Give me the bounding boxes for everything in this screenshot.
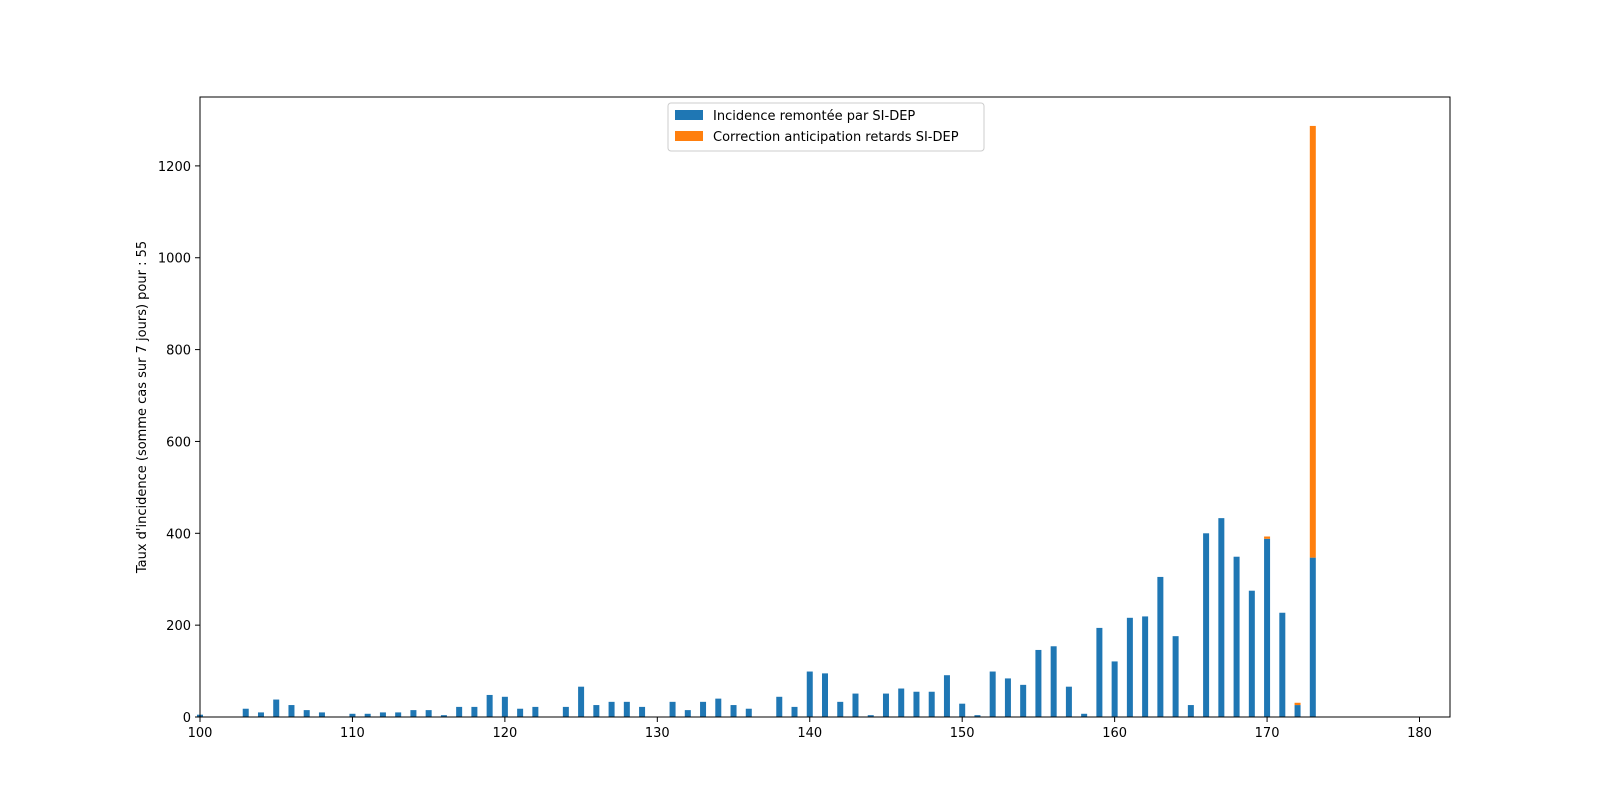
bar-reported-172 xyxy=(1294,705,1301,717)
x-tick-label-140: 140 xyxy=(797,726,822,741)
bars-layer xyxy=(197,125,1316,717)
y-tick-label-1000: 1000 xyxy=(158,252,191,267)
bar-reported-160 xyxy=(1111,661,1118,717)
bar-reported-161 xyxy=(1126,617,1133,717)
bar-reported-142 xyxy=(837,701,844,717)
bar-reported-127 xyxy=(608,701,615,717)
x-tick-label-150: 150 xyxy=(950,726,975,741)
x-tick-label-180: 180 xyxy=(1407,726,1432,741)
bar-reported-105 xyxy=(273,699,280,717)
bar-reported-165 xyxy=(1187,705,1194,717)
bar-reported-121 xyxy=(517,708,524,717)
bar-correction-172 xyxy=(1294,702,1301,706)
bar-reported-173 xyxy=(1309,557,1316,717)
bar-reported-135 xyxy=(730,705,737,717)
bar-reported-148 xyxy=(928,691,935,717)
x-tick-label-160: 160 xyxy=(1102,726,1127,741)
bar-reported-118 xyxy=(471,706,478,717)
y-axis-label: Taux d'incidence (somme cas sur 7 jours)… xyxy=(135,241,150,574)
bar-reported-108 xyxy=(318,712,325,717)
bar-reported-164 xyxy=(1172,636,1179,717)
bar-reported-106 xyxy=(288,705,295,717)
bar-reported-166 xyxy=(1203,533,1210,717)
bar-reported-146 xyxy=(898,688,905,717)
bar-reported-145 xyxy=(882,693,889,717)
bar-reported-162 xyxy=(1142,616,1149,717)
bar-reported-167 xyxy=(1218,518,1225,717)
bar-reported-168 xyxy=(1233,556,1240,717)
legend: Incidence remontée par SI-DEP Correction… xyxy=(667,102,985,152)
bar-reported-119 xyxy=(486,694,493,717)
bar-reported-139 xyxy=(791,706,798,717)
x-tick-label-130: 130 xyxy=(645,726,670,741)
x-tick-label-110: 110 xyxy=(340,726,365,741)
bar-reported-169 xyxy=(1248,590,1255,717)
bar-reported-104 xyxy=(257,712,264,717)
bar-reported-125 xyxy=(578,686,585,717)
bar-reported-147 xyxy=(913,691,920,717)
bar-correction-170 xyxy=(1264,536,1271,539)
bar-reported-154 xyxy=(1020,684,1027,717)
bar-reported-134 xyxy=(715,698,722,717)
bar-reported-171 xyxy=(1279,612,1286,717)
x-tick-label-170: 170 xyxy=(1255,726,1280,741)
bar-reported-150 xyxy=(959,703,966,717)
bar-reported-151 xyxy=(974,715,981,717)
x-tick-label-100: 100 xyxy=(188,726,213,741)
bar-reported-120 xyxy=(501,696,508,717)
bar-reported-110 xyxy=(349,713,356,717)
bar-reported-111 xyxy=(364,713,371,717)
y-tick-label-400: 400 xyxy=(166,527,191,542)
y-axis-ticks: 0 200 400 600 800 1000 1200 xyxy=(158,160,200,726)
bar-correction-173 xyxy=(1309,125,1316,558)
legend-swatch-reported xyxy=(675,110,703,120)
bar-reported-159 xyxy=(1096,627,1103,717)
bar-reported-131 xyxy=(669,701,676,717)
bar-reported-141 xyxy=(822,673,828,717)
bar-reported-158 xyxy=(1081,713,1088,717)
legend-label-correction: Correction anticipation retards SI-DEP xyxy=(713,130,959,145)
bar-reported-136 xyxy=(745,708,752,717)
y-tick-label-1200: 1200 xyxy=(158,160,191,175)
bar-reported-112 xyxy=(379,712,386,717)
bar-reported-124 xyxy=(562,706,569,717)
y-tick-label-800: 800 xyxy=(166,344,191,359)
bar-reported-143 xyxy=(852,693,859,717)
bar-reported-115 xyxy=(425,710,432,717)
bar-reported-152 xyxy=(989,671,996,717)
bar-reported-144 xyxy=(867,715,874,717)
bar-reported-107 xyxy=(303,710,310,717)
bar-reported-157 xyxy=(1065,686,1072,717)
legend-label-reported: Incidence remontée par SI-DEP xyxy=(713,109,915,124)
plot-frame xyxy=(199,96,1451,718)
bar-reported-128 xyxy=(623,701,630,717)
y-tick-label-0: 0 xyxy=(183,711,191,726)
x-tick-label-120: 120 xyxy=(492,726,517,741)
bar-reported-153 xyxy=(1004,678,1011,717)
legend-box xyxy=(667,102,985,152)
bar-reported-117 xyxy=(456,706,463,717)
bar-reported-170 xyxy=(1264,538,1271,717)
bar-reported-133 xyxy=(700,701,707,717)
bar-reported-126 xyxy=(593,705,600,717)
bar-reported-156 xyxy=(1050,646,1057,717)
bar-reported-122 xyxy=(532,706,539,717)
x-axis-ticks: 100 110 120 130 140 150 160 170 180 xyxy=(188,717,1432,741)
bar-reported-113 xyxy=(395,712,402,717)
bar-reported-140 xyxy=(806,671,813,717)
bar-reported-132 xyxy=(684,710,691,717)
bar-reported-163 xyxy=(1157,576,1164,717)
bar-reported-129 xyxy=(639,706,646,717)
y-tick-label-600: 600 xyxy=(166,435,191,450)
bar-reported-114 xyxy=(410,710,417,717)
bar-reported-155 xyxy=(1035,649,1042,717)
bar-reported-138 xyxy=(776,696,783,717)
legend-swatch-correction xyxy=(675,131,703,141)
bar-reported-103 xyxy=(242,708,249,717)
y-tick-label-200: 200 xyxy=(166,619,191,634)
bar-reported-149 xyxy=(943,675,950,717)
bar-reported-116 xyxy=(440,715,447,717)
